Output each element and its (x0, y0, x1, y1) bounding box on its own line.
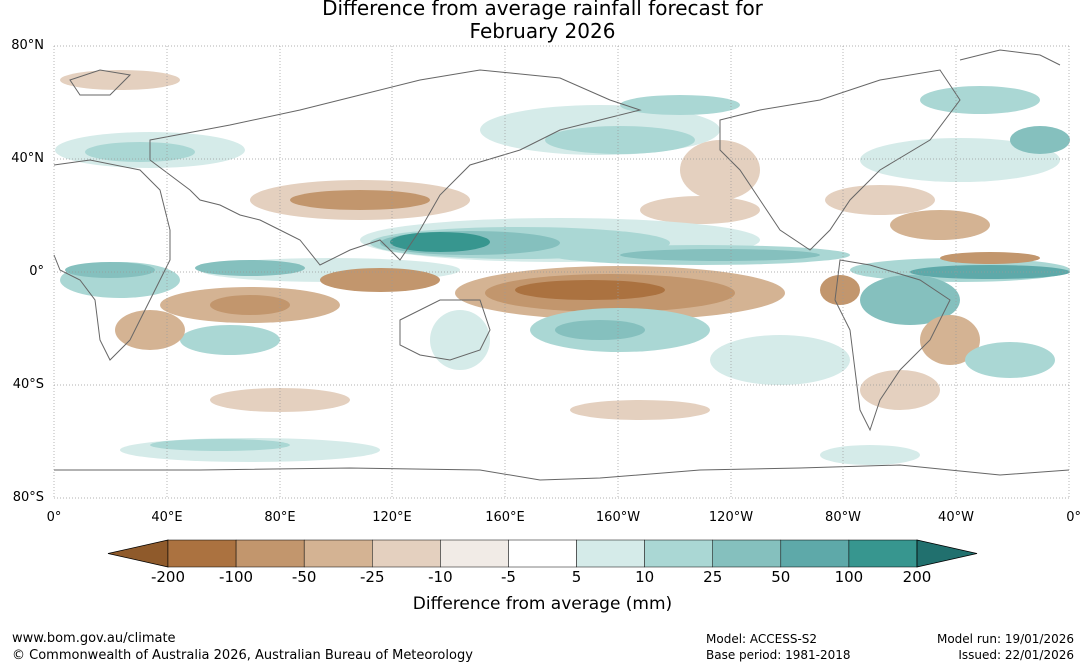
lat-label-80n: 80°N (11, 38, 44, 53)
lon-label-0-west: 0° (46, 510, 62, 525)
colorbar-segment (576, 539, 645, 568)
lon-label-160e: 160°E (485, 510, 525, 525)
base-period: Base period: 1981-2018 (706, 648, 851, 662)
colorbar-tick-label: 50 (771, 568, 791, 586)
colorbar-segment (303, 539, 373, 568)
colorbar-tick-label: 5 (571, 568, 582, 586)
copyright-text: © Commonwealth of Australia 2026, Austra… (12, 648, 473, 663)
model-run-date: Model run: 19/01/2026 (936, 632, 1074, 646)
colorbar-tick-label: 100 (834, 568, 864, 586)
colorbar-tick-label: -25 (360, 568, 385, 586)
colorbar-segment (440, 539, 509, 568)
lon-label-80w: 80°W (825, 510, 861, 525)
gridlines (53, 45, 1070, 499)
lon-label-160w: 160°W (595, 510, 641, 525)
lon-label-40e: 40°E (151, 510, 183, 525)
colorbar-segment (848, 539, 918, 568)
colorbar-tick-label: -10 (428, 568, 453, 586)
colorbar-tick-label: -50 (291, 568, 317, 586)
lat-label-80s: 80°S (12, 490, 44, 505)
lon-label-40w: 40°W (938, 510, 974, 525)
colorbar-segment (508, 539, 577, 568)
colorbar-tick-label: 200 (902, 568, 932, 586)
colorbar-segment (644, 539, 713, 568)
colorbar-tick-label: 25 (703, 568, 723, 586)
issued-date: Issued: 22/01/2026 (958, 648, 1074, 662)
coastlines (53, 49, 1070, 481)
colorbar-segment (780, 539, 850, 568)
lon-label-120w: 120°W (708, 510, 754, 525)
lon-label-80e: 80°E (264, 510, 296, 525)
map-title-line2: February 2026 (469, 19, 616, 43)
colorbar-segment (167, 539, 237, 568)
colorbar-tick-label: -200 (150, 568, 186, 586)
colorbar-tick-label: 10 (635, 568, 655, 586)
colorbar-tick-label: -100 (219, 568, 254, 586)
colorbar-segment (235, 539, 305, 568)
lon-label-120e: 120°E (372, 510, 412, 525)
lat-label-0: 0° (29, 264, 44, 279)
colorbar-label: Difference from average (mm) (412, 594, 673, 614)
colorbar-extend-high (916, 539, 978, 568)
colorbar-segment (712, 539, 782, 568)
colorbar-segment (372, 539, 441, 568)
website-link[interactable]: www.bom.gov.au/climate (12, 631, 176, 646)
colorbar (107, 539, 978, 568)
colorbar-tick-label: -5 (500, 568, 516, 586)
lat-label-40n: 40°N (11, 151, 44, 166)
colorbar-extend-low (107, 539, 169, 568)
map-title-line1: Difference from average rainfall forecas… (322, 0, 763, 20)
lat-label-40s: 40°S (12, 377, 44, 392)
model-name: Model: ACCESS-S2 (706, 632, 818, 646)
lon-label-0-east: 0° (1066, 510, 1081, 525)
